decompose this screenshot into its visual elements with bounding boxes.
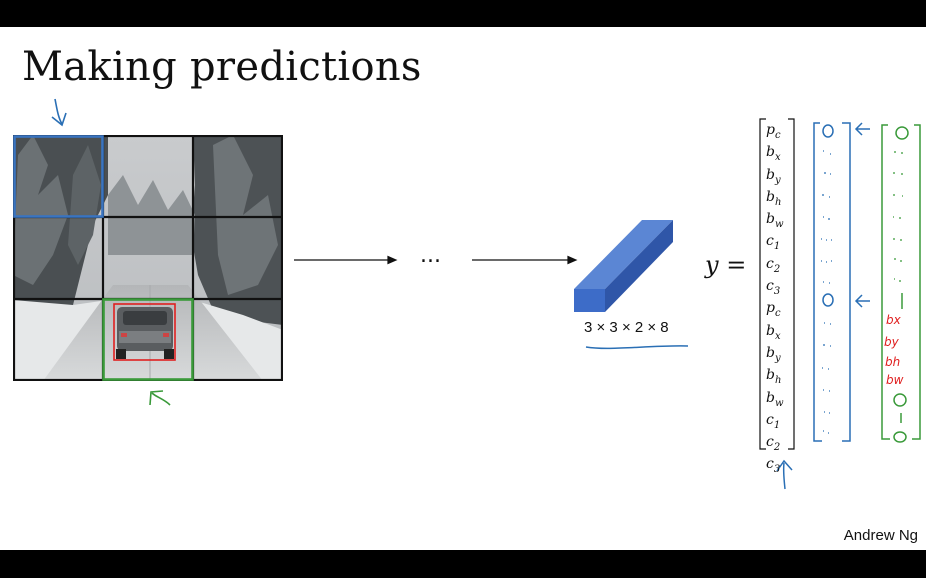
- vector-entry-sub: h: [774, 375, 782, 387]
- vector-entry-base: b: [766, 166, 775, 183]
- vector-entry-base: p: [766, 122, 775, 138]
- vector-entry-sub: 3: [773, 464, 781, 476]
- output-volume-prism: [574, 220, 673, 312]
- red-label-bx: bx: [886, 313, 901, 327]
- vector-entry-sub: 2: [773, 263, 781, 275]
- y-vector-entries: pc bx by bh bw c1 c2 c3 pc bx by bh bw c1 c2 c3: [766, 119, 794, 476]
- blue-arrow-down: [54, 98, 63, 125]
- vector-entry-sub: c: [774, 308, 781, 320]
- vector-entry-sub: y: [774, 352, 781, 364]
- vector-entry: c1: [766, 409, 794, 431]
- ellipsis: ...: [420, 243, 441, 268]
- snow-road-image: [13, 135, 283, 381]
- vector-entry-sub: w: [774, 218, 784, 230]
- vector-entry-base: c: [766, 456, 774, 473]
- green-handwritten-vector: [881, 124, 921, 443]
- highlight-cell-bottom-middle: [102, 298, 194, 381]
- vector-entry: bh: [766, 364, 794, 386]
- annotation-layer: [51, 98, 921, 490]
- output-shape-label: 3 × 3 × 2 × 8: [584, 319, 669, 336]
- red-label-by: by: [884, 335, 899, 349]
- highlight-cell-top-left: [13, 135, 104, 218]
- vector-entry: bh: [766, 186, 794, 208]
- vector-entry-base: c: [766, 233, 774, 250]
- car-shape: [116, 307, 174, 359]
- vector-entry: c2: [766, 253, 794, 275]
- slide-title: Making predictions: [22, 44, 422, 90]
- vector-entry-base: c: [766, 411, 774, 428]
- vector-entry-base: b: [766, 367, 775, 384]
- vector-entry-sub: 2: [773, 441, 781, 453]
- vector-entry: by: [766, 164, 794, 186]
- vector-entry-sub: h: [774, 196, 782, 208]
- vector-entry-base: b: [766, 144, 775, 161]
- vector-entry: c3: [766, 275, 794, 297]
- red-label-bh: bh: [885, 355, 901, 369]
- vector-entry-base: c: [766, 255, 774, 272]
- vector-entry: by: [766, 342, 794, 364]
- vector-entry-sub: 3: [773, 285, 781, 297]
- vector-entry: c2: [766, 431, 794, 453]
- vector-entry-sub: c: [774, 129, 781, 141]
- vector-entry-sub: y: [774, 174, 781, 186]
- vector-entry-sub: x: [774, 330, 781, 342]
- green-arrow-up: [151, 392, 171, 406]
- vector-entry-base: b: [766, 322, 775, 339]
- vector-entry-sub: 1: [773, 241, 781, 253]
- vector-entry-base: b: [766, 188, 775, 205]
- vector-entry: pc: [766, 297, 794, 319]
- blue-arrow-under-vector: [782, 462, 786, 490]
- blue-handwritten-vector: [813, 122, 870, 442]
- vector-entry: pc: [766, 119, 794, 141]
- vector-entry-sub: x: [774, 152, 781, 164]
- label-underline: [585, 345, 689, 350]
- vector-entry: c1: [766, 230, 794, 252]
- vector-entry-sub: w: [774, 397, 784, 409]
- vector-entry-base: b: [766, 389, 775, 406]
- y-equals: y =: [705, 251, 747, 279]
- vector-entry-base: c: [766, 434, 774, 451]
- vector-entry-base: b: [766, 211, 775, 228]
- vector-entry: bw: [766, 208, 794, 230]
- vector-entry: c3: [766, 453, 794, 475]
- vector-entry-base: p: [766, 300, 775, 317]
- vector-entry: bx: [766, 320, 794, 342]
- author-credit: Andrew Ng: [843, 527, 918, 544]
- y-vector-bracket: [759, 118, 795, 450]
- vector-entry-base: b: [766, 344, 775, 361]
- slide: Making predictions: [0, 27, 926, 550]
- red-label-bw: bw: [886, 373, 904, 387]
- vector-entry: bx: [766, 141, 794, 163]
- bounding-box: [113, 303, 176, 361]
- vector-entry-base: c: [766, 278, 774, 295]
- vector-entry: bw: [766, 387, 794, 409]
- input-image-grid: [13, 135, 283, 381]
- vector-entry-sub: 1: [773, 419, 781, 431]
